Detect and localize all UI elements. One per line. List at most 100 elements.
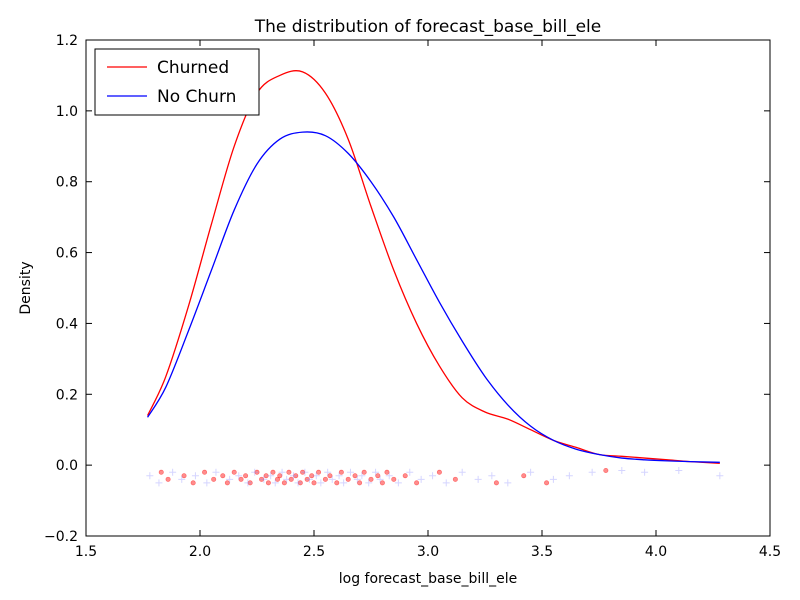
rug-point-churned [238,476,244,482]
rug-point-churned [211,476,217,482]
rug-point-churned [202,469,208,475]
rug-point-no-churn [155,479,163,487]
x-tick-label: 3.0 [417,544,439,560]
rug-point-no-churn [267,472,275,480]
rug-point-churned [311,480,317,486]
rug-point-churned [275,476,281,482]
rug-point-churned [521,473,527,479]
rug-point-no-churn [394,479,402,487]
rug-point-churned [345,476,351,482]
x-tick-label: 3.5 [531,544,553,560]
y-tick-label: 0.2 [56,387,78,403]
x-tick-label: 4.5 [759,544,781,560]
rug-point-no-churn [527,468,535,476]
y-tick-label: 0.6 [56,246,78,262]
x-tick-label: 1.5 [75,544,97,560]
x-tick-label: 2.5 [303,544,325,560]
rug-point-churned [338,469,344,475]
rug-point-churned [181,473,187,479]
rug-point-no-churn [324,468,332,476]
rug-point-no-churn [169,468,177,476]
rug-point-churned [322,476,328,482]
rug-point-no-churn [244,479,252,487]
rug-point-churned [293,473,299,479]
rug-point-churned [224,480,230,486]
chart-title: The distribution of forecast_base_bill_e… [254,17,601,37]
rug-layer [146,466,724,487]
rug-point-churned [334,480,340,486]
rug-point-churned [375,473,381,479]
rug-point-churned [304,476,310,482]
rug-point-churned [384,469,390,475]
rug-point-churned [288,476,294,482]
rug-point-no-churn [146,472,154,480]
rug-point-churned [281,480,287,486]
rug-point-no-churn [178,475,186,483]
rug-point-no-churn [212,468,220,476]
rug-point-no-churn [289,472,297,480]
rug-point-churned [357,480,363,486]
rug-point-churned [220,473,226,479]
y-tick-label: −0.2 [44,529,78,545]
y-tick-label: 0.4 [56,316,78,332]
rug-point-no-churn [358,472,366,480]
rug-point-churned [263,473,269,479]
rug-point-churned [247,480,253,486]
rug-point-no-churn [226,475,234,483]
rug-point-churned [300,469,306,475]
rug-point-no-churn [353,475,361,483]
rug-point-no-churn [191,472,199,480]
rug-point-churned [493,480,499,486]
legend-label: No Churn [157,87,236,107]
rug-point-no-churn [365,479,373,487]
rug-point-no-churn [278,468,286,476]
rug-point-no-churn [335,472,343,480]
rug-point-no-churn [260,475,268,483]
rug-point-no-churn [429,472,437,480]
rug-point-no-churn [328,475,336,483]
x-tick-label: 4.0 [645,544,667,560]
rug-point-no-churn [294,479,302,487]
rug-point-churned [297,480,303,486]
rug-point-churned [327,473,333,479]
rug-point-no-churn [488,472,496,480]
x-axis-label: log forecast_base_bill_ele [339,571,517,587]
rug-point-no-churn [406,468,414,476]
rug-point-no-churn [716,472,724,480]
rug-point-churned [286,469,292,475]
rug-point-no-churn [417,475,425,483]
rug-point-churned [190,480,196,486]
rug-point-churned [158,469,164,475]
rug-point-churned [544,480,550,486]
rug-point-no-churn [372,468,380,476]
rug-point-no-churn [618,466,626,474]
rug-point-no-churn [474,475,482,483]
rug-point-no-churn [203,479,211,487]
y-axis-label: Density [18,261,34,314]
rug-point-churned [165,476,171,482]
rug-point-no-churn [588,468,596,476]
rug-point-no-churn [385,472,393,480]
rug-point-no-churn [283,475,291,483]
rug-point-churned [316,469,322,475]
rug-point-no-churn [376,475,384,483]
x-tick-label: 2.0 [189,544,211,560]
series-line-no-churn [147,131,720,463]
rug-point-churned [277,473,283,479]
rug-point-churned [270,469,276,475]
rug-point-no-churn [271,479,279,487]
y-tick-label: 0.0 [56,458,78,474]
series-line-churned [146,70,720,465]
rug-point-no-churn [251,468,259,476]
rug-point-churned [452,476,458,482]
rug-point-no-churn [442,479,450,487]
rug-point-no-churn [317,479,325,487]
rug-point-churned [259,476,265,482]
rug-point-no-churn [301,468,309,476]
rug-point-churned [231,469,237,475]
rug-point-no-churn [549,475,557,483]
rug-point-churned [265,480,271,486]
rug-point-no-churn [235,472,243,480]
rug-point-churned [352,473,358,479]
